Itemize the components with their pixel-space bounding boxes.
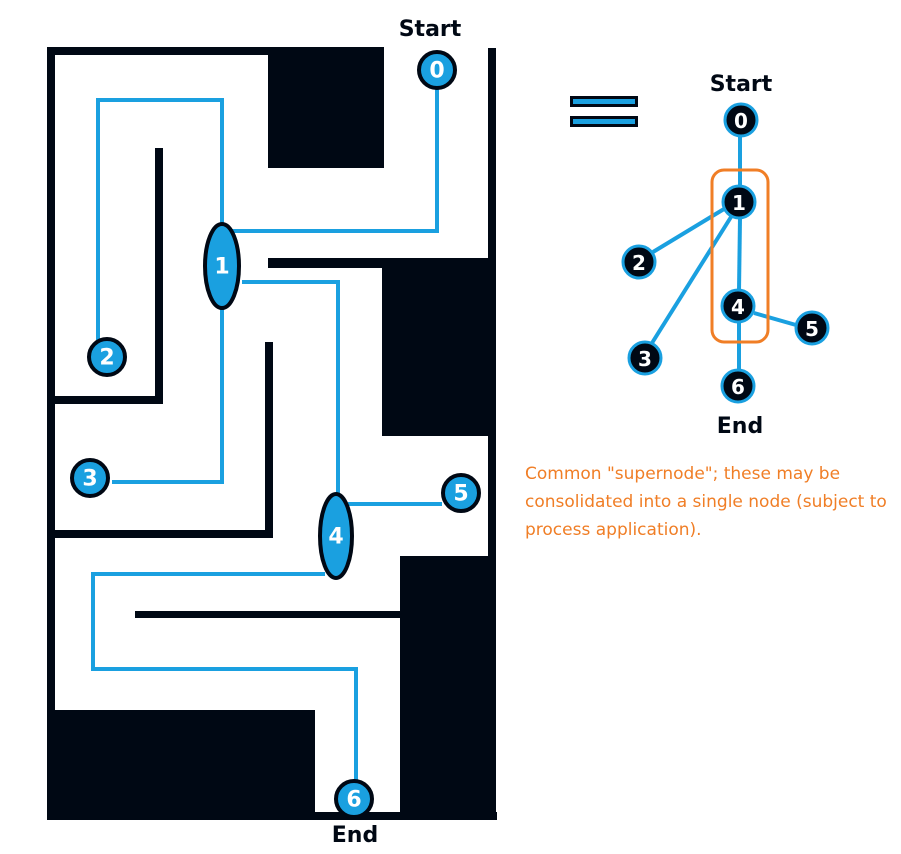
svg-text:0: 0 <box>734 109 748 133</box>
svg-text:0: 0 <box>429 59 444 84</box>
supernode-highlight <box>710 168 770 344</box>
maze-paths <box>91 88 442 780</box>
svg-text:3: 3 <box>638 347 652 371</box>
maze-walls <box>47 47 497 820</box>
maze-nodes: 0 1 2 3 4 5 6 <box>70 50 481 819</box>
svg-text:5: 5 <box>453 482 468 507</box>
graph-node-3: 3 <box>627 340 663 376</box>
equivalence-sign <box>570 96 638 127</box>
graph-node-4: 4 <box>720 288 756 324</box>
graph-node-6: 6 <box>720 368 756 404</box>
supernode-annotation: Common "supernode"; these may be consoli… <box>525 464 887 540</box>
maze-node-3: 3 <box>70 458 110 498</box>
maze-node-2: 2 <box>87 337 127 377</box>
graph-node-2: 2 <box>621 244 657 280</box>
svg-text:5: 5 <box>805 317 819 341</box>
svg-text:4: 4 <box>731 295 745 319</box>
maze-node-0: 0 <box>417 50 457 90</box>
svg-text:3: 3 <box>82 467 97 492</box>
maze-node-6: 6 <box>334 779 374 819</box>
graph-end-label: End <box>717 414 763 439</box>
maze-node-4: 4 <box>318 492 354 580</box>
graph-edge-1-4 <box>737 217 742 292</box>
graph-nodes: 0 1 2 3 4 5 6 <box>621 102 830 404</box>
svg-text:2: 2 <box>632 251 646 275</box>
maze-node-1: 1 <box>203 222 241 310</box>
svg-text:4: 4 <box>328 525 343 550</box>
svg-text:1: 1 <box>732 191 746 215</box>
path-1-4 <box>242 280 340 495</box>
maze-end-label: End <box>332 823 378 848</box>
maze-start-label: Start <box>399 17 462 42</box>
graph-node-1: 1 <box>721 184 757 220</box>
graph-edge-4-5 <box>753 311 797 327</box>
path-0-1 <box>222 88 439 233</box>
graph-edges <box>650 136 797 370</box>
svg-text:2: 2 <box>99 346 114 371</box>
path-4-6 <box>91 572 358 780</box>
maze-node-5: 5 <box>441 473 481 513</box>
path-1-3 <box>112 300 224 484</box>
svg-text:6: 6 <box>346 788 361 813</box>
graph-node-0: 0 <box>723 102 759 138</box>
path-1-2 <box>96 98 224 340</box>
svg-text:1: 1 <box>214 255 229 280</box>
graph-node-5: 5 <box>794 310 830 346</box>
graph-edge-1-3 <box>650 215 733 345</box>
graph-start-label: Start <box>710 72 773 97</box>
svg-text:6: 6 <box>731 375 745 399</box>
